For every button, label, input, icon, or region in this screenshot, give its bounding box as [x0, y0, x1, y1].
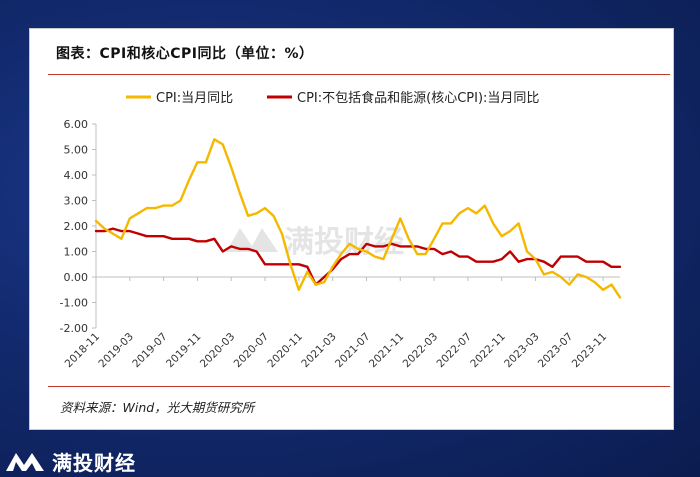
- x-tick-label: 2019-07: [130, 331, 170, 371]
- chart-card: 图表：CPI和核心CPI同比（单位：%） 资料来源：Wind，光大期货研究所: [29, 28, 674, 430]
- source-divider: [48, 386, 670, 387]
- x-tick-label: 2023-07: [536, 331, 576, 371]
- source-note: 资料来源：Wind，光大期货研究所: [60, 400, 255, 415]
- x-tick-label: 2021-03: [299, 331, 339, 371]
- watermark-logo-icon: [226, 228, 278, 252]
- chart-title: 图表：CPI和核心CPI同比（单位：%）: [56, 46, 314, 62]
- x-tick-label: 2018-11: [63, 331, 103, 371]
- y-tick-label: -1.00: [60, 297, 88, 310]
- series-lines: [94, 138, 622, 299]
- y-tick-label: 3.00: [64, 195, 89, 208]
- x-tick-label: 2022-07: [434, 331, 474, 371]
- x-tick-label: 2019-11: [164, 331, 204, 371]
- watermark: 满投财经: [226, 225, 404, 260]
- y-tick-label: 0.00: [64, 271, 89, 284]
- x-tick-label: 2022-03: [401, 331, 441, 371]
- series-line-cpi: [94, 138, 622, 299]
- y-tick-label: 2.00: [64, 220, 89, 233]
- x-tick-label: 2023-03: [502, 331, 542, 371]
- y-tick-label: 1.00: [64, 246, 89, 259]
- y-tick-label: 5.00: [64, 144, 89, 157]
- x-tick-label: 2020-11: [265, 331, 305, 371]
- legend-label-core: CPI:不包括食品和能源(核心CPI):当月同比: [297, 90, 539, 106]
- x-tick-label: 2020-07: [232, 331, 272, 371]
- y-tick-label: 6.00: [64, 118, 89, 131]
- x-tick-label: 2021-07: [333, 331, 373, 371]
- x-tick-label: 2020-03: [198, 331, 238, 371]
- brand-name: 满投财经: [52, 450, 136, 475]
- brand-logo: 满投财经: [6, 449, 136, 475]
- y-tick-label: -2.00: [60, 322, 88, 335]
- x-tick-label: 2019-03: [96, 331, 136, 371]
- series-line-core-cpi: [94, 227, 622, 286]
- y-tick-label: 4.00: [64, 169, 89, 182]
- title-divider: [48, 74, 670, 75]
- x-tick-label: 2021-11: [367, 331, 407, 371]
- brand-logo-icon: [6, 453, 44, 471]
- watermark-text: 满投财经: [284, 225, 404, 260]
- legend-label-cpi: CPI:当月同比: [156, 91, 233, 106]
- x-tick-label: 2022-11: [468, 331, 508, 371]
- legend: CPI:当月同比 CPI:不包括食品和能源(核心CPI):当月同比: [126, 90, 539, 106]
- x-tick-label: 2023-11: [570, 331, 610, 371]
